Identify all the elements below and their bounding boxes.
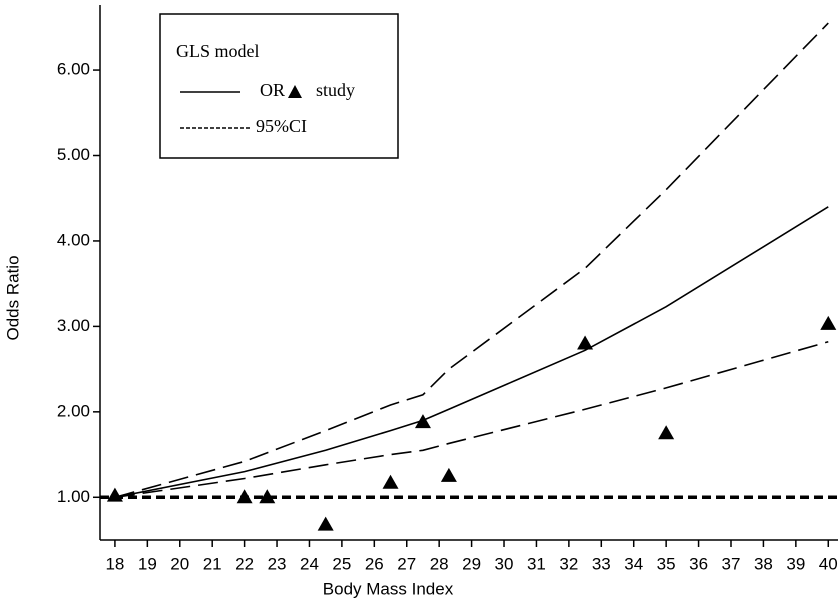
x-tick-label: 35 [657,554,676,573]
study-marker [820,315,837,330]
legend-label: 95%CI [256,116,307,136]
x-tick-label: 26 [365,554,384,573]
x-tick-label: 20 [170,554,189,573]
x-tick-label: 31 [527,554,546,573]
study-marker [414,414,431,429]
x-tick-label: 39 [786,554,805,573]
x-tick-label: 38 [754,554,773,573]
x-axis-title: Body Mass Index [323,579,454,598]
ci-line [114,22,829,499]
study-marker [259,489,276,504]
y-tick-label: 3.00 [57,316,90,335]
x-tick-label: 32 [559,554,578,573]
y-tick-label: 6.00 [57,60,90,79]
y-tick-label: 4.00 [57,230,90,249]
x-tick-label: 30 [495,554,514,573]
or-line [114,206,829,499]
x-tick-label: 25 [332,554,351,573]
x-tick-label: 23 [268,554,287,573]
study-marker [382,474,399,489]
x-tick-label: 33 [592,554,611,573]
x-tick-label: 22 [235,554,254,573]
study-marker [577,335,594,350]
y-tick-label: 1.00 [57,487,90,506]
x-tick-label: 36 [689,554,708,573]
x-tick-label: 29 [462,554,481,573]
x-tick-label: 21 [203,554,222,573]
x-tick-label: 34 [624,554,643,573]
x-tick-label: 24 [300,554,319,573]
study-marker [236,489,253,504]
study-marker [317,516,334,531]
study-marker [658,425,675,440]
x-tick-label: 37 [722,554,741,573]
legend-triangle [288,85,302,98]
study-marker [440,467,457,482]
x-tick-label: 19 [138,554,157,573]
x-tick-label: 28 [430,554,449,573]
legend-label: study [316,80,355,100]
y-tick-label: 5.00 [57,145,90,164]
y-tick-label: 2.00 [57,401,90,420]
legend-box [159,13,399,159]
x-tick-label: 27 [397,554,416,573]
y-axis-title: Odds Ratio [3,255,22,340]
legend-label: OR [260,80,285,100]
legend-title: GLS model [176,41,260,61]
x-tick-label: 40 [819,554,838,573]
ci-line [114,341,829,499]
x-tick-label: 18 [105,554,124,573]
study-marker [106,487,123,502]
